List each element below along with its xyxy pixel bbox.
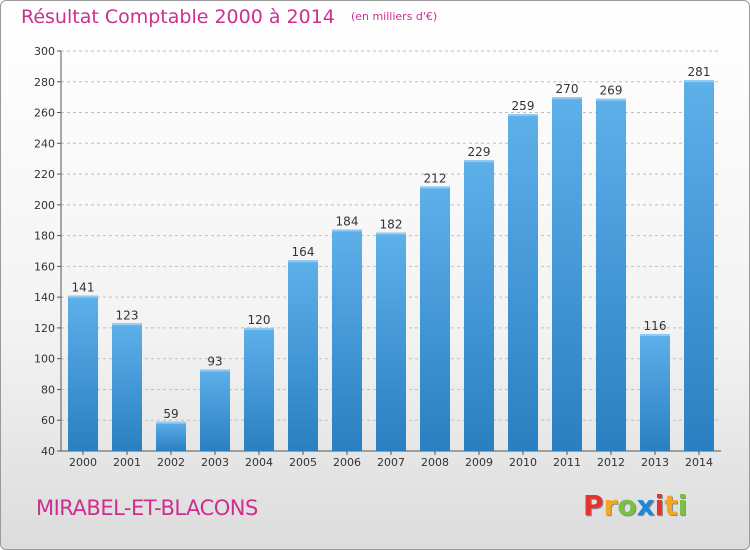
bar-2001 [112,323,142,451]
bar-2010 [508,114,538,452]
y-tick-label: 100 [34,353,55,366]
bar-2005 [288,260,318,451]
x-tick-label: 2007 [377,456,405,469]
bar-highlight [596,98,626,101]
logo-letter: t [664,489,678,522]
x-tick-label: 2009 [465,456,493,469]
axes: 40 60 80 100 120 140 160 180 200 220 240 260 280 300 2… [34,45,721,469]
proxiti-logo: Proxiti [583,489,687,522]
x-tick-label: 2006 [333,456,361,469]
bar-2004 [244,327,274,451]
logo-letter: P [583,489,604,522]
bar-2003 [200,369,230,451]
value-label: 59 [163,407,178,421]
y-tick-label: 200 [34,199,55,212]
y-tick-label: 180 [34,230,55,243]
bars [68,80,714,452]
bar-2007 [376,232,406,451]
bar-highlight [684,80,714,83]
bar-highlight [332,229,362,232]
chart-title: Résultat Comptable 2000 à 2014 (en milli… [21,6,437,28]
value-label: 184 [336,214,359,228]
bar-highlight [464,160,494,163]
bar-highlight [288,260,318,263]
value-label: 123 [116,308,139,322]
logo-letter: o [617,489,637,522]
bar-2012 [596,98,626,451]
bar-2013 [640,334,670,451]
x-tick-label: 2002 [157,456,185,469]
bar-2009 [464,160,494,451]
bar-highlight [420,186,450,189]
y-tick-label: 300 [34,45,55,58]
bar-highlight [508,114,538,117]
bar-2014 [684,80,714,451]
logo-letter: i [677,489,688,522]
bar-2002 [156,421,186,451]
value-label: 116 [644,319,667,333]
value-labels: 141 123 59 93 120 164 184 182 212 229 259 270 269 116… [72,65,711,421]
y-tick-label: 260 [34,107,55,120]
x-tick-label: 2012 [597,456,625,469]
value-label: 141 [72,281,95,295]
bar-2006 [332,229,362,451]
x-tick-label: 2014 [685,456,713,469]
bar-highlight [156,421,186,424]
x-tick-label: 2005 [289,456,317,469]
bar-2011 [552,97,582,452]
bar-highlight [376,232,406,235]
value-label: 164 [292,245,315,259]
commune-name: MIRABEL-ET-BLACONS [36,496,258,520]
value-label: 270 [556,82,579,96]
bar-highlight [112,323,142,326]
x-tick-label: 2013 [641,456,669,469]
chart-title-main: Résultat Comptable 2000 à 2014 [21,6,335,28]
bar-highlight [640,334,670,337]
value-label: 212 [424,171,447,185]
y-tick-label: 240 [34,137,55,150]
bar-2008 [420,186,450,451]
y-tick-label: 280 [34,76,55,89]
value-label: 259 [512,99,535,113]
y-tick-label: 60 [41,414,55,427]
bar-2000 [68,295,98,451]
y-tick-label: 40 [41,445,55,458]
value-label: 281 [688,65,711,79]
value-label: 120 [248,313,271,327]
logo-letter: r [603,489,618,522]
value-label: 229 [468,145,491,159]
x-tick-label: 2011 [553,456,581,469]
value-label: 269 [600,84,623,98]
y-tick-label: 120 [34,322,55,335]
x-tick-label: 2010 [509,456,537,469]
bar-highlight [552,97,582,100]
y-tick-label: 220 [34,168,55,181]
x-tick-label: 2004 [245,456,273,469]
chart-subtitle: (en milliers d'€) [350,10,438,23]
bar-highlight [68,295,98,298]
x-tick-label: 2003 [201,456,229,469]
logo-letter: i [654,489,665,522]
bar-highlight [200,369,230,372]
x-tick-label: 2008 [421,456,449,469]
logo-letter: x [636,489,655,522]
value-label: 182 [380,218,403,232]
y-tick-label: 140 [34,291,55,304]
value-label: 93 [207,354,222,368]
x-tick-label: 2000 [69,456,97,469]
y-tick-label: 160 [34,260,55,273]
y-tick-label: 80 [41,383,55,396]
bar-highlight [244,327,274,330]
x-tick-label: 2001 [113,456,141,469]
